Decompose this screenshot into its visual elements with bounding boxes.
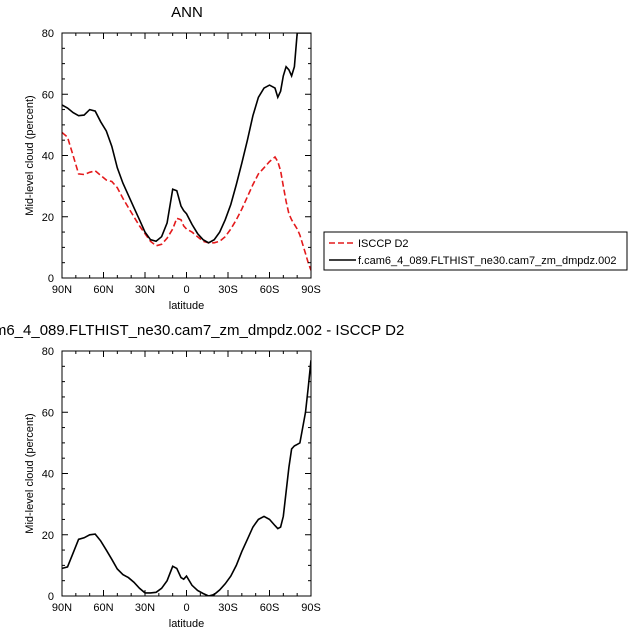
x-tick-label: 30N [135, 284, 155, 296]
legend-label-1: ISCCP D2 [358, 238, 409, 250]
x-tick-label: 30S [218, 602, 238, 614]
x-tick-label: 30N [135, 602, 155, 614]
x-tick-label: 90S [301, 284, 321, 296]
x-tick-label: 60S [260, 602, 280, 614]
chart-title: ANN [171, 4, 203, 21]
chart-panel-1: ANN 90N 60N 30N 0 30S 60S 90S 0 20 40 60 80 latitude M… [24, 4, 628, 312]
x-axis-label: latitude [169, 300, 204, 312]
legend: ISCCP D2 f.cam6_4_089.FLTHIST_ne30.cam7_z… [323, 231, 628, 271]
y-tick-label: 60 [42, 89, 54, 101]
legend-box [323, 231, 628, 271]
y-tick-label: 20 [42, 530, 54, 542]
x-tick-label: 60S [260, 284, 280, 296]
y-tick-label: 0 [48, 273, 54, 285]
x-tick-label: 60N [93, 602, 113, 614]
series-line-1 [62, 360, 311, 596]
y-tick-label: 40 [42, 151, 54, 163]
y-tick-label: 20 [42, 212, 54, 224]
x-tick-label: 0 [183, 602, 189, 614]
x-tick-label: 0 [183, 284, 189, 296]
plot-frame [61, 350, 312, 597]
y-tick-label: 60 [42, 407, 54, 419]
legend-label-2: f.cam6_4_089.FLTHIST_ne30.cam7_zm_dmpdz.… [358, 255, 616, 267]
x-axis-label: latitude [169, 618, 204, 630]
x-tick-label: 30S [218, 284, 238, 296]
x-tick-label: 90N [52, 602, 72, 614]
chart-panel-2: f.cam6_4_089.FLTHIST_ne30.cam7_zm_dmpdz.… [0, 322, 404, 630]
series-line-1 [62, 131, 311, 271]
y-tick-label: 0 [48, 591, 54, 603]
y-tick-label: 40 [42, 469, 54, 481]
y-axis-label: Mid-level cloud (percent) [24, 413, 36, 533]
plot-frame [61, 32, 312, 279]
series-line-2 [62, 33, 311, 244]
y-tick-label: 80 [42, 28, 54, 40]
x-tick-label: 90S [301, 602, 321, 614]
chart-title: f.cam6_4_089.FLTHIST_ne30.cam7_zm_dmpdz.… [0, 322, 404, 339]
x-tick-label: 90N [52, 284, 72, 296]
y-tick-label: 80 [42, 346, 54, 358]
x-tick-label: 60N [93, 284, 113, 296]
y-axis-label: Mid-level cloud (percent) [24, 95, 36, 215]
